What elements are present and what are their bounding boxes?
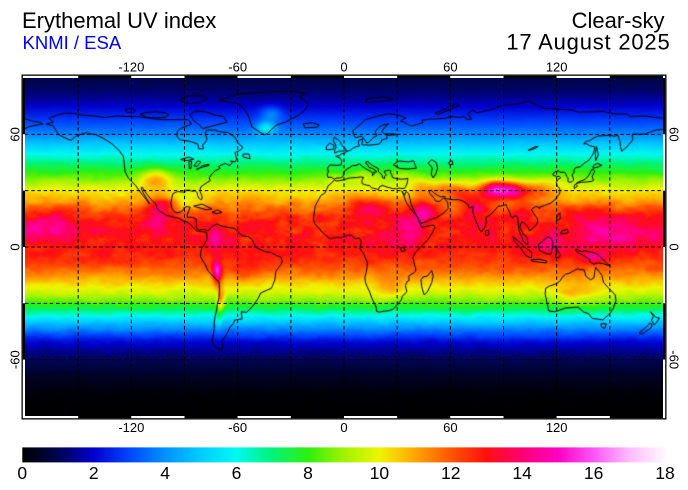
svg-text:4: 4 [160,463,170,483]
svg-text:KNMI / ESA: KNMI / ESA [23,32,122,53]
svg-text:12: 12 [441,463,460,483]
svg-text:-60: -60 [667,350,682,369]
svg-text:0: 0 [340,60,347,75]
svg-text:-120: -120 [118,420,144,435]
svg-text:120: 120 [546,60,568,75]
svg-text:-120: -120 [118,60,144,75]
svg-text:0: 0 [17,463,27,483]
svg-text:8: 8 [303,463,313,483]
svg-text:-60: -60 [228,420,247,435]
svg-text:17 August 2025: 17 August 2025 [506,29,670,54]
svg-text:0: 0 [667,243,682,250]
svg-text:Clear-sky: Clear-sky [572,8,665,33]
svg-text:-60: -60 [228,60,247,75]
svg-text:0: 0 [340,420,347,435]
svg-text:-60: -60 [7,350,22,369]
svg-text:14: 14 [512,463,532,483]
svg-text:0: 0 [7,243,22,250]
svg-text:60: 60 [443,60,457,75]
svg-text:2: 2 [89,463,99,483]
svg-text:120: 120 [546,420,568,435]
svg-text:18: 18 [655,463,674,483]
svg-text:10: 10 [370,463,390,483]
svg-text:Erythemal UV index: Erythemal UV index [22,8,216,33]
svg-text:60: 60 [443,420,457,435]
svg-text:60: 60 [667,127,682,141]
svg-text:6: 6 [232,463,242,483]
svg-text:60: 60 [7,127,22,141]
svg-text:16: 16 [584,463,603,483]
